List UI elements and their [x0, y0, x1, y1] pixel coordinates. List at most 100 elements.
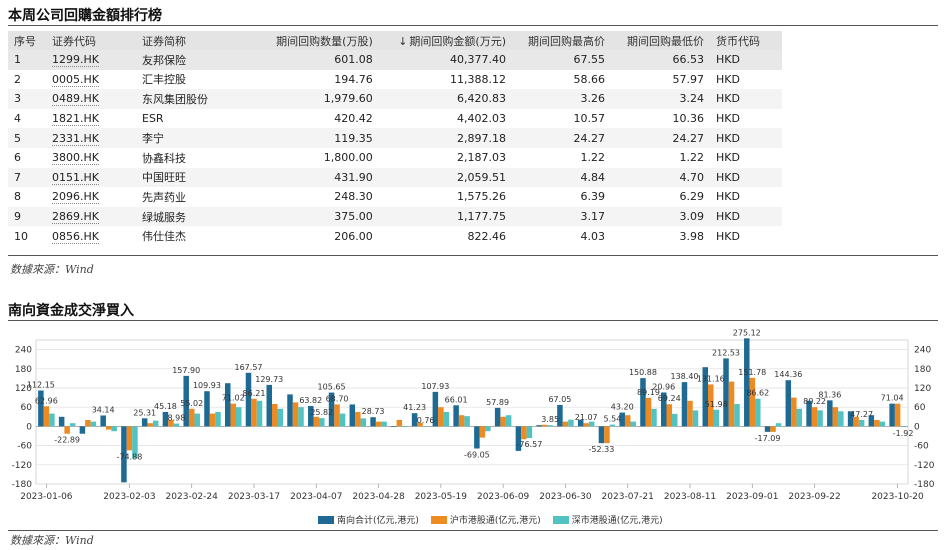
legend-swatch-total [318, 515, 334, 524]
cell-code[interactable]: 1299.HK [46, 50, 136, 70]
y-tick-label-left: 60 [21, 403, 33, 413]
cell-amount: 2,059.51 [378, 167, 513, 188]
cell-quantity: 119.35 [258, 128, 379, 148]
data-label: 89.19 [637, 388, 660, 397]
security-code-link[interactable]: 3800.HK [52, 151, 99, 166]
cell-code[interactable]: 0856.HK [46, 226, 136, 246]
cell-currency: HKD [710, 167, 782, 188]
legend-item-shenzhen[interactable]: 深市港股通(亿元,港元) [552, 513, 663, 526]
cell-low-price: 66.53 [611, 50, 710, 70]
y-tick-label-right: 120 [914, 384, 931, 394]
cell-low-price: 57.97 [611, 69, 710, 90]
col-header-name[interactable]: 证券简称 [136, 31, 258, 50]
table-row[interactable]: 5 2331.HK 李宁 119.35 2,897.18 24.27 24.27 HKD [8, 128, 782, 148]
legend-item-shanghai[interactable]: 沪市港股通(亿元,港元) [430, 513, 541, 526]
table-row[interactable]: 7 0151.HK 中国旺旺 431.90 2,059.51 4.84 4.70 HKD [8, 167, 782, 188]
cell-low-price: 10.36 [611, 108, 710, 129]
bar-series-1 [168, 420, 174, 427]
bar-series-1 [375, 421, 382, 427]
chart-section-title: 南向資金成交淨買入 [8, 303, 134, 319]
bar-series-2 [215, 412, 221, 427]
x-tick-label: 2023-07-21 [602, 492, 654, 502]
data-label: 62.96 [35, 396, 58, 405]
bar-series-0 [536, 425, 542, 427]
security-code-link[interactable]: 1821.HK [52, 112, 99, 127]
legend-item-total[interactable]: 南向合计(亿元,港元) [318, 513, 419, 526]
data-label: 66.01 [445, 395, 468, 404]
bar-series-0 [453, 405, 459, 427]
cell-code[interactable]: 2331.HK [46, 128, 136, 148]
x-tick-label: 2023-05-19 [415, 492, 468, 502]
security-code-link[interactable]: 2869.HK [52, 210, 99, 225]
cell-low-price: 24.27 [611, 128, 710, 148]
bar-series-1 [666, 404, 672, 427]
cell-code[interactable]: 0151.HK [46, 167, 136, 188]
data-label: 45.18 [154, 402, 177, 411]
bar-series-1 [708, 384, 714, 427]
x-tick-label: 2023-08-11 [664, 492, 716, 502]
table-row[interactable]: 8 2096.HK 先声药业 248.30 1,575.26 6.39 6.29 HKD [8, 187, 782, 207]
bar-series-0 [121, 426, 127, 483]
security-code-link[interactable]: 0005.HK [52, 72, 99, 87]
x-tick-label: 2023-09-01 [726, 492, 778, 502]
security-code-link[interactable]: 2096.HK [52, 190, 99, 205]
data-label: 51.98 [705, 400, 728, 409]
cell-high-price: 24.27 [512, 128, 611, 148]
cell-index: 7 [8, 167, 46, 188]
security-code-link[interactable]: 0151.HK [52, 170, 99, 185]
col-header-high-price[interactable]: 期间回购最高价 [512, 31, 611, 50]
bar-series-0 [287, 394, 293, 427]
cell-quantity: 1,979.60 [258, 89, 379, 109]
col-header-low-price[interactable]: 期间回购最低价 [611, 31, 710, 50]
chart-source-note: 数據來源：Wind [10, 534, 94, 547]
table-row[interactable]: 3 0489.HK 东风集团股份 1,979.60 6,420.83 3.26 3.24 HK… [8, 89, 782, 109]
cell-currency: HKD [710, 128, 782, 148]
table-row[interactable]: 2 0005.HK 汇丰控股 194.76 11,388.12 58.66 57.97 HKD [8, 69, 782, 90]
cell-quantity: 194.76 [258, 69, 379, 90]
table-row[interactable]: 1 1299.HK 友邦保险 601.08 40,377.40 67.55 66.53 HKD [8, 50, 782, 70]
data-label: -69.05 [464, 451, 490, 460]
table-row[interactable]: 4 1821.HK ESR 420.42 4,402.03 10.57 10.36 HKD [8, 108, 782, 129]
cell-high-price: 10.57 [512, 108, 611, 129]
bar-series-1 [521, 426, 527, 440]
bar-series-0 [889, 403, 895, 427]
security-code-link[interactable]: 0489.HK [52, 92, 99, 107]
cell-index: 8 [8, 187, 46, 207]
table-row[interactable]: 10 0856.HK 伟仕佳杰 206.00 822.46 4.03 3.98 HKD [8, 226, 782, 246]
security-code-link[interactable]: 0856.HK [52, 229, 99, 244]
cell-low-price: 3.98 [611, 226, 710, 246]
bar-series-1 [728, 381, 735, 427]
data-label: 80.22 [803, 397, 826, 406]
cell-code[interactable]: 2096.HK [46, 187, 136, 207]
legend-label-shenzhen: 深市港股通(亿元,港元) [571, 516, 663, 526]
bar-series-2 [568, 419, 574, 427]
cell-amount: 822.46 [378, 226, 513, 246]
bar-series-1 [292, 402, 299, 427]
cell-low-price: 1.22 [611, 147, 710, 168]
cell-code[interactable]: 0489.HK [46, 89, 136, 109]
bar-series-0 [432, 391, 439, 427]
bar-series-2 [69, 423, 76, 427]
security-code-link[interactable]: 1299.HK [52, 53, 99, 68]
cell-code[interactable]: 1821.HK [46, 108, 136, 129]
col-header-code[interactable]: 证券代码 [46, 31, 136, 50]
col-header-amount[interactable]: ↓ 期间回购金额(万元) [378, 31, 513, 50]
bar-series-0 [224, 383, 231, 427]
table-row[interactable]: 9 2869.HK 绿城服务 375.00 1,177.75 3.17 3.09 HKD [8, 206, 782, 227]
x-tick-label: 2023-10-20 [871, 492, 924, 502]
cell-code[interactable]: 3800.HK [46, 147, 136, 168]
bar-series-1 [874, 420, 880, 427]
cell-code[interactable]: 0005.HK [46, 69, 136, 90]
col-header-quantity[interactable]: 期间回购数量(万股) [258, 31, 379, 50]
col-header-index[interactable]: 序号 [8, 31, 46, 50]
cell-code[interactable]: 2869.HK [46, 206, 136, 227]
data-label: 28.73 [362, 407, 385, 416]
security-code-link[interactable]: 2331.HK [52, 131, 99, 146]
cell-low-price: 6.29 [611, 187, 710, 207]
col-header-currency[interactable]: 货币代码 [710, 31, 782, 50]
cell-currency: HKD [710, 108, 782, 129]
y-tick-label-left: -180 [12, 480, 33, 490]
bar-series-1 [251, 398, 257, 427]
table-row[interactable]: 6 3800.HK 协鑫科技 1,800.00 2,187.03 1.22 1.22 HKD [8, 147, 782, 168]
bar-series-2 [152, 420, 159, 427]
